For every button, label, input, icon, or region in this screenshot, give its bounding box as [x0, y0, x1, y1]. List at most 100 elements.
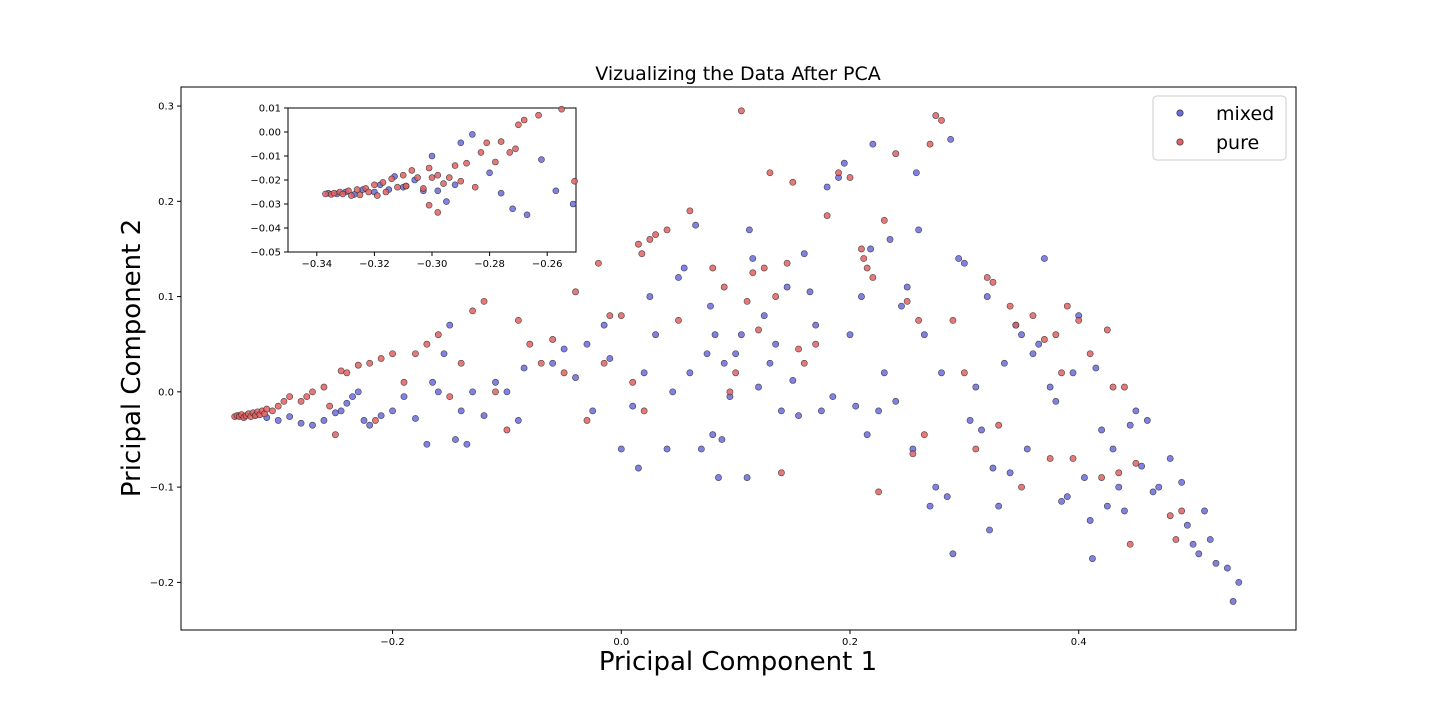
inset-point-pure — [425, 201, 433, 209]
main-point-mixed — [446, 321, 454, 329]
legend-box — [1152, 95, 1287, 161]
main-point-mixed — [1000, 359, 1008, 367]
main-point-pure — [1046, 455, 1054, 462]
main-point-pure — [869, 274, 877, 281]
main-point-mixed — [1018, 331, 1025, 339]
inset-y-tick-label: −0.04 — [250, 224, 281, 235]
main-point-pure — [320, 383, 328, 391]
main-point-mixed — [846, 331, 854, 339]
main-point-mixed — [800, 250, 808, 258]
main-point-mixed — [1201, 507, 1208, 515]
main-point-mixed — [692, 221, 700, 229]
main-point-mixed — [600, 321, 608, 329]
main-point-mixed — [434, 388, 442, 396]
main-point-mixed — [943, 493, 951, 501]
main-point-pure — [606, 312, 614, 320]
main-point-mixed — [995, 502, 1003, 510]
main-point-mixed — [309, 421, 316, 429]
legend-marker-pure — [1176, 138, 1184, 146]
inset-point-pure — [451, 162, 459, 169]
main-point-pure — [892, 150, 900, 158]
main-y-tick-label: 0.0 — [158, 387, 174, 398]
main-point-pure — [1018, 483, 1025, 491]
inset-point-pure — [520, 116, 528, 124]
main-point-mixed — [366, 421, 374, 429]
inset-x-tick-label: −0.28 — [474, 259, 505, 270]
main-point-mixed — [377, 412, 385, 420]
inset-point-mixed — [434, 187, 442, 195]
inset-point-pure — [379, 179, 387, 186]
main-point-mixed — [1063, 493, 1071, 501]
main-point-pure — [860, 255, 868, 262]
legend-label-mixed: mixed — [1216, 103, 1274, 125]
main-point-pure — [537, 359, 545, 367]
main-point-pure — [629, 378, 637, 386]
main-point-mixed — [915, 226, 923, 234]
main-point-pure — [1115, 469, 1123, 477]
main-point-pure — [526, 340, 534, 348]
main-point-mixed — [1046, 383, 1054, 391]
main-point-pure — [795, 345, 802, 353]
main-point-pure — [903, 297, 911, 305]
main-point-pure — [835, 169, 842, 177]
main-point-pure — [1052, 331, 1060, 339]
main-point-pure — [1041, 336, 1048, 343]
main-point-pure — [503, 426, 511, 434]
inset-point-pure — [373, 192, 381, 199]
main-point-mixed — [1235, 578, 1243, 586]
main-point-pure — [880, 216, 888, 224]
main-point-mixed — [360, 417, 368, 424]
main-point-pure — [366, 359, 374, 367]
inset-point-pure — [330, 189, 338, 197]
main-point-mixed — [1189, 540, 1197, 548]
main-point-mixed — [1029, 350, 1037, 358]
main-point-mixed — [675, 274, 682, 281]
inset-point-mixed — [509, 205, 516, 213]
main-point-mixed — [818, 407, 825, 415]
main-point-pure — [354, 361, 362, 369]
inset-point-pure — [322, 190, 329, 198]
main-point-mixed — [947, 135, 955, 143]
main-point-mixed — [697, 445, 705, 453]
main-point-mixed — [789, 377, 797, 384]
inset-point-pure — [428, 174, 436, 181]
main-point-mixed — [549, 359, 557, 367]
main-point-pure — [777, 469, 785, 477]
main-point-mixed — [978, 426, 985, 434]
main-point-pure — [720, 283, 728, 291]
main-point-pure — [783, 259, 791, 267]
main-point-mixed — [966, 417, 974, 424]
main-x-tick-label: 0.0 — [613, 637, 629, 648]
main-point-pure — [263, 405, 271, 413]
main-point-pure — [434, 331, 442, 339]
main-point-pure — [595, 259, 602, 267]
main-point-mixed — [772, 340, 780, 348]
main-point-mixed — [1115, 483, 1123, 491]
inset-point-mixed — [538, 156, 545, 163]
main-point-mixed — [766, 359, 774, 367]
main-point-mixed — [880, 369, 888, 377]
inset-x-tick-label: −0.30 — [417, 259, 448, 270]
main-point-mixed — [1229, 598, 1237, 605]
main-point-pure — [638, 250, 646, 258]
main-point-pure — [1058, 369, 1065, 377]
main-plot-frame — [180, 86, 1297, 631]
main-point-pure — [989, 278, 997, 286]
main-point-pure — [663, 226, 671, 234]
main-point-pure — [412, 350, 419, 358]
main-point-mixed — [986, 526, 993, 534]
main-point-pure — [389, 350, 396, 358]
main-point-pure — [1166, 512, 1174, 520]
main-point-mixed — [337, 407, 345, 415]
main-point-pure — [1109, 383, 1117, 391]
main-point-mixed — [663, 445, 671, 453]
main-point-pure — [743, 297, 751, 305]
main-point-pure — [600, 359, 608, 367]
main-point-pure — [331, 431, 339, 439]
main-point-pure — [423, 340, 431, 348]
inset-point-pure — [365, 188, 372, 196]
main-point-mixed — [812, 321, 820, 329]
main-point-mixed — [932, 483, 940, 491]
inset-point-pure — [457, 177, 465, 185]
